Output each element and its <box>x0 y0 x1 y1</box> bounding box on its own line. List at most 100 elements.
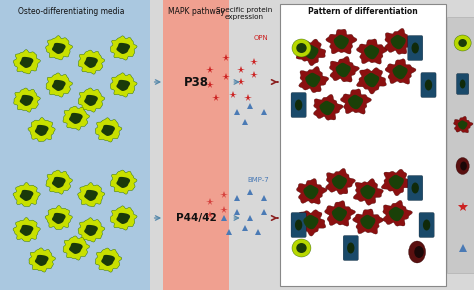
Ellipse shape <box>296 243 307 253</box>
Polygon shape <box>29 248 55 272</box>
Ellipse shape <box>460 79 465 88</box>
Polygon shape <box>20 225 33 236</box>
Polygon shape <box>296 179 327 204</box>
Polygon shape <box>84 225 98 236</box>
FancyBboxPatch shape <box>408 35 423 61</box>
Polygon shape <box>63 106 90 130</box>
Polygon shape <box>383 200 412 226</box>
Ellipse shape <box>295 99 302 110</box>
Text: Osteo-differentiating media: Osteo-differentiating media <box>18 7 124 16</box>
Polygon shape <box>110 73 137 97</box>
Ellipse shape <box>296 43 307 53</box>
Polygon shape <box>313 94 343 120</box>
Polygon shape <box>28 117 55 142</box>
Polygon shape <box>13 50 40 74</box>
Polygon shape <box>303 45 319 59</box>
Polygon shape <box>454 116 473 133</box>
FancyBboxPatch shape <box>408 175 423 200</box>
Polygon shape <box>46 36 73 60</box>
Polygon shape <box>364 45 379 59</box>
Polygon shape <box>78 50 105 74</box>
Polygon shape <box>326 29 357 54</box>
Polygon shape <box>84 95 98 106</box>
Polygon shape <box>381 169 411 196</box>
Ellipse shape <box>409 241 426 263</box>
Polygon shape <box>117 213 130 224</box>
Ellipse shape <box>347 242 355 253</box>
Polygon shape <box>84 57 98 68</box>
Polygon shape <box>336 63 351 77</box>
Ellipse shape <box>414 246 424 258</box>
Polygon shape <box>340 89 372 114</box>
Text: P44/42: P44/42 <box>176 213 217 223</box>
Polygon shape <box>13 182 40 206</box>
FancyBboxPatch shape <box>421 72 436 97</box>
Polygon shape <box>332 207 347 221</box>
Polygon shape <box>296 39 326 66</box>
Ellipse shape <box>295 220 302 231</box>
Polygon shape <box>52 80 65 91</box>
Polygon shape <box>296 210 326 236</box>
Ellipse shape <box>411 43 419 53</box>
Polygon shape <box>364 73 379 87</box>
Text: Pattern of differentiation: Pattern of differentiation <box>308 7 418 16</box>
Polygon shape <box>392 65 408 79</box>
Polygon shape <box>95 118 122 142</box>
Polygon shape <box>303 185 319 199</box>
Polygon shape <box>385 59 416 84</box>
Polygon shape <box>389 175 404 189</box>
FancyBboxPatch shape <box>291 93 306 117</box>
Bar <box>163 0 229 290</box>
Ellipse shape <box>411 182 419 193</box>
Polygon shape <box>384 28 414 54</box>
Polygon shape <box>305 73 320 87</box>
Polygon shape <box>303 215 319 229</box>
Polygon shape <box>101 255 115 266</box>
Polygon shape <box>69 243 82 254</box>
Polygon shape <box>329 57 359 82</box>
Polygon shape <box>319 101 335 115</box>
Polygon shape <box>110 206 137 230</box>
Polygon shape <box>20 57 33 68</box>
Polygon shape <box>110 170 137 194</box>
Polygon shape <box>69 113 82 124</box>
Polygon shape <box>458 120 467 130</box>
Polygon shape <box>360 185 375 199</box>
FancyBboxPatch shape <box>291 213 306 238</box>
Polygon shape <box>334 35 349 49</box>
Polygon shape <box>325 201 356 226</box>
Polygon shape <box>117 80 130 91</box>
Polygon shape <box>101 125 115 136</box>
Text: P38: P38 <box>184 75 209 88</box>
Polygon shape <box>117 177 130 188</box>
FancyBboxPatch shape <box>447 17 474 273</box>
FancyBboxPatch shape <box>419 213 434 238</box>
Polygon shape <box>63 236 90 260</box>
Polygon shape <box>326 168 356 195</box>
Polygon shape <box>356 68 386 94</box>
Bar <box>0 0 150 290</box>
Text: OPN: OPN <box>253 35 268 41</box>
Polygon shape <box>13 218 40 242</box>
FancyBboxPatch shape <box>456 73 469 95</box>
Ellipse shape <box>423 220 430 231</box>
Ellipse shape <box>292 239 311 257</box>
Text: BMP-7: BMP-7 <box>247 177 269 183</box>
Ellipse shape <box>425 79 432 90</box>
Polygon shape <box>78 218 105 242</box>
Ellipse shape <box>292 39 311 57</box>
Polygon shape <box>46 170 73 194</box>
Ellipse shape <box>460 162 467 171</box>
Text: MAPK pathway: MAPK pathway <box>168 7 225 16</box>
Ellipse shape <box>456 157 469 175</box>
Ellipse shape <box>454 35 471 51</box>
Polygon shape <box>356 39 387 64</box>
Polygon shape <box>348 95 363 109</box>
Polygon shape <box>20 190 33 201</box>
Polygon shape <box>35 125 48 136</box>
Polygon shape <box>52 177 65 188</box>
Polygon shape <box>52 213 65 224</box>
Text: Specific protein
expression: Specific protein expression <box>217 7 273 20</box>
FancyBboxPatch shape <box>343 235 358 260</box>
Polygon shape <box>353 209 383 234</box>
